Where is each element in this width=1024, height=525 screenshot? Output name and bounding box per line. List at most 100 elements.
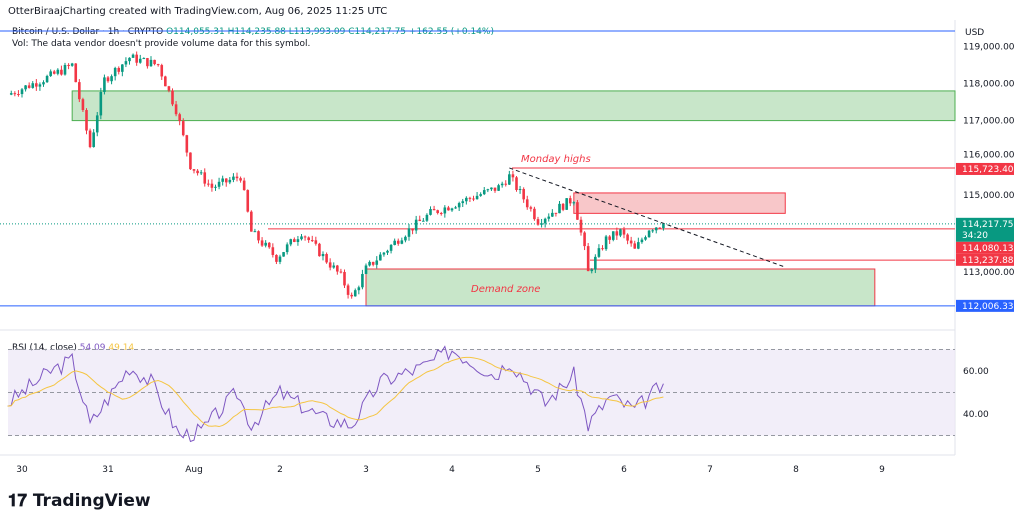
candle-body [146,58,149,67]
trendline [509,167,786,268]
candle-body [250,211,253,232]
candle-body [619,229,622,236]
ohlc-high: H114,235.88 [227,27,286,37]
price-chart[interactable]: Monday highs Demand zone 119,000.00 118,000… [0,0,1024,490]
candle-body [396,240,400,244]
candle-body [586,246,590,272]
candle-body [318,243,321,257]
candle-body [196,170,199,174]
candle-body [536,219,540,225]
date-tick: 4 [449,465,455,475]
date-tick: Aug [185,465,203,475]
candle-body [110,76,113,82]
candle-body [13,93,17,95]
candle-body [142,58,146,60]
candle-body [364,265,368,274]
candle-body [339,271,343,273]
candle-body [325,254,328,263]
candle-body [400,240,404,244]
candle-body [217,181,221,187]
candle-body [576,202,579,220]
candle-body [472,198,475,200]
candle-body [221,178,224,182]
candle-body [647,230,651,238]
candle-body [482,190,486,195]
candle-body [662,223,665,229]
candle-body [432,209,436,211]
candle-body [56,69,60,74]
chart-credit: OtterBiraajCharting created with Trading… [8,6,388,17]
brand-name: TradingView [32,491,151,511]
rsi-line [7,345,664,443]
candle-body [181,121,185,136]
candle-body [253,231,257,233]
candle-body [103,77,106,92]
candle-body [35,83,38,87]
candle-body [95,115,99,133]
candle-body [604,236,608,250]
candle-body [461,201,465,204]
candle-body [203,172,207,184]
rsi-label: RSI (14, close) [12,343,77,353]
price-tick: 119,000.00 [963,42,1015,52]
rsi-ma-value: 49.14 [108,343,135,353]
candle-body [275,254,278,262]
candle-body [92,132,95,148]
candle-body [303,236,307,238]
candle-body [336,265,339,272]
candle-body [282,252,285,257]
candle-body [300,236,303,240]
candle-body [414,219,418,231]
zone-resistance-red [573,192,786,214]
candle-body [350,294,353,297]
candle-body [210,183,214,188]
level2-tag: 113,237.88 [962,256,1014,266]
candle-body [597,248,601,257]
price-tick: 113,000.00 [963,268,1015,278]
candle-body [24,85,27,90]
countdown-tag: 34:20 [962,231,988,241]
candle-body [257,231,260,241]
candle-body [622,229,626,235]
candle-body [558,203,561,214]
rsi-tick: 60.00 [963,367,989,377]
candle-body [504,183,508,185]
rsi-tick: 40.00 [963,410,989,420]
candle-body [436,210,439,214]
candle-body [658,227,662,229]
candle-body [629,240,633,244]
candle-body [515,177,518,190]
candle-body [551,212,554,217]
candle-body [310,240,314,242]
candle-body [615,231,619,236]
candle-body [457,203,461,208]
ohlc-close: C114,217.75 [348,27,407,37]
date-tick: 3 [363,465,369,475]
candle-body [228,179,232,183]
volume-note: Vol: The data vendor doesn't provide vol… [12,39,311,49]
date-tick: 31 [102,465,113,475]
candle-body [63,64,67,75]
price-tick: 116,000.00 [963,151,1015,161]
candle-body [572,202,576,204]
candle-body [20,89,24,95]
candle-body [518,189,522,191]
rsi-legend: RSI (14, close) 54.09 49.14 [12,343,134,353]
candle-body [106,77,110,82]
ohlc-open: O114,055.31 [166,27,225,37]
candle-body [31,83,35,88]
candle-body [583,232,586,247]
candle-body [17,94,20,96]
candle-body [554,212,558,214]
candle-body [42,82,45,85]
candle-body [81,99,85,111]
candle-body [626,234,629,241]
monday-high-tag: 115,723.40 [962,165,1014,175]
candle-body [511,174,515,178]
currency-label[interactable]: USD [965,28,985,38]
candle-body [375,260,379,265]
level1-tag: 114,080.13 [962,244,1014,254]
candle-body [357,287,361,291]
candle-body [49,71,52,76]
candle-body [601,248,604,250]
